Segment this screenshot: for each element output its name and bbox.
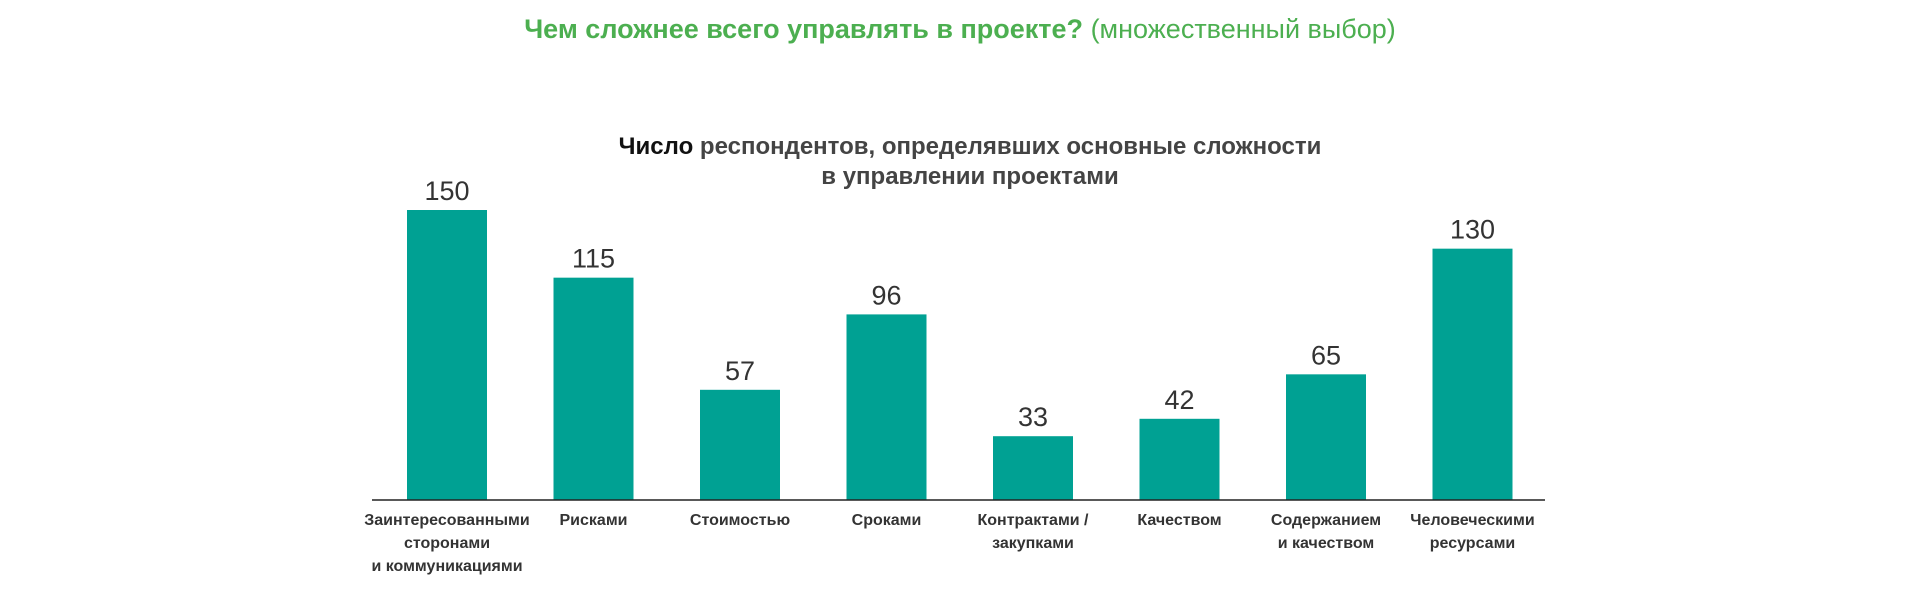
category-label-2: Рисками <box>560 512 628 529</box>
chart-title-lead: Число <box>618 133 694 160</box>
category-label-3: Стоимостью <box>690 512 791 529</box>
chart-title: Число респондентов, определявших основны… <box>0 132 1920 192</box>
bar-6 <box>1139 418 1220 500</box>
category-label-6: Качеством <box>1137 512 1221 529</box>
category-label-8-line-1: Человеческими <box>1410 512 1534 529</box>
category-label-4: Сроками <box>852 512 922 529</box>
page-heading-note: (множественный выбор) <box>1090 14 1396 44</box>
value-label-1: 150 <box>424 176 469 206</box>
bar-8 <box>1432 248 1513 500</box>
page-heading-question: Чем сложнее всего управлять в проекте? <box>524 14 1084 44</box>
bar-4 <box>846 314 927 500</box>
category-label-1-line-1: Заинтересованными <box>364 512 529 529</box>
value-label-3: 57 <box>725 356 755 386</box>
bar-2 <box>553 277 634 500</box>
value-label-4: 96 <box>871 280 901 310</box>
page-heading: Чем сложнее всего управлять в проекте? (… <box>0 14 1920 45</box>
category-label-5-line-1: Контрактами / <box>977 512 1089 529</box>
value-label-2: 115 <box>572 244 615 274</box>
value-label-7: 65 <box>1311 340 1341 370</box>
category-label-1-line-3: и коммуникациями <box>371 558 522 575</box>
bar-3 <box>700 389 780 500</box>
bar-1 <box>407 210 487 500</box>
chart-title-line2: в управлении проектами <box>821 163 1119 190</box>
category-label-5-line-2: закупками <box>992 535 1074 552</box>
category-label-7-line-1: Содержанием <box>1271 512 1381 529</box>
category-label-1-line-2: сторонами <box>404 535 490 552</box>
chart-title-rest: респондентов, определявших основные слож… <box>699 133 1322 160</box>
bar-7 <box>1286 374 1366 500</box>
bar-5 <box>993 436 1073 500</box>
value-label-8: 130 <box>1450 215 1495 245</box>
category-label-7-line-2: и качеством <box>1278 535 1375 552</box>
value-label-5: 33 <box>1018 402 1048 432</box>
category-label-8-line-2: ресурсами <box>1430 535 1515 552</box>
value-label-6: 42 <box>1164 385 1194 415</box>
